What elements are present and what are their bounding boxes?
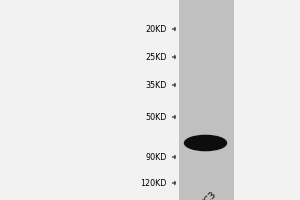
Text: 25KD: 25KD	[145, 52, 167, 62]
Text: 50KD: 50KD	[145, 112, 166, 121]
Text: 35KD: 35KD	[145, 81, 166, 90]
Bar	[178, 0, 234, 200]
Text: PC3: PC3	[199, 189, 218, 200]
Ellipse shape	[184, 135, 226, 151]
Text: 20KD: 20KD	[145, 24, 166, 33]
Text: 90KD: 90KD	[145, 152, 166, 162]
Text: 120KD: 120KD	[140, 178, 166, 188]
